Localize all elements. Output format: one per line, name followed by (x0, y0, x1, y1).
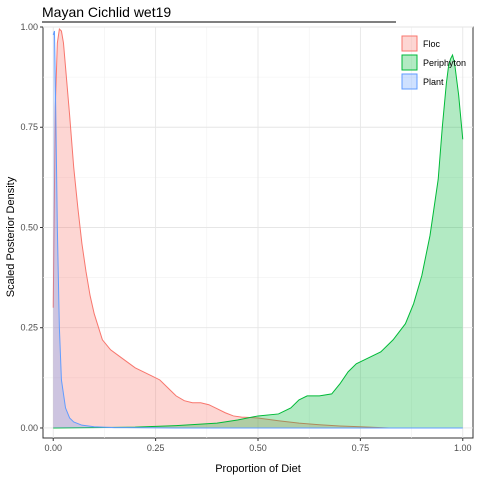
y-tick-label: 0.00 (20, 423, 38, 433)
x-axis-ticks: 0.00 0.25 0.50 0.75 1.00 (44, 438, 472, 453)
x-tick-label: 0.50 (249, 443, 267, 453)
y-axis-label: Scaled Posterior Density (5, 176, 17, 297)
area-periphyton (53, 55, 463, 428)
legend-label-plant: Plant (423, 77, 444, 87)
line-floc (52, 27, 390, 429)
x-tick-label: 0.75 (352, 443, 370, 453)
grid-lines (43, 26, 473, 438)
area-floc (53, 29, 390, 428)
y-tick-label: 1.00 (20, 22, 38, 32)
x-tick-label: 1.00 (454, 443, 472, 453)
legend-key-periphyton (401, 54, 418, 71)
legend-key-plant (401, 73, 418, 90)
legend-key-floc (401, 35, 418, 52)
line-periphyton (53, 53, 464, 429)
legend: Floc Periphyton Plant (401, 35, 466, 90)
legend-label-periphyton: Periphyton (423, 58, 466, 68)
y-axis-ticks: 0.00 0.25 0.50 0.75 1.00 (20, 22, 43, 433)
x-axis-label: Proportion of Diet (215, 463, 301, 475)
density-areas (52, 27, 464, 429)
chart-title: Mayan Cichlid wet19 (42, 4, 171, 20)
y-tick-label: 0.25 (20, 323, 38, 333)
y-tick-label: 0.50 (20, 222, 38, 232)
x-tick-label: 0.25 (147, 443, 165, 453)
y-tick-label: 0.75 (20, 122, 38, 132)
line-plant (52, 30, 463, 429)
x-tick-label: 0.00 (44, 443, 62, 453)
legend-label-floc: Floc (423, 39, 441, 49)
